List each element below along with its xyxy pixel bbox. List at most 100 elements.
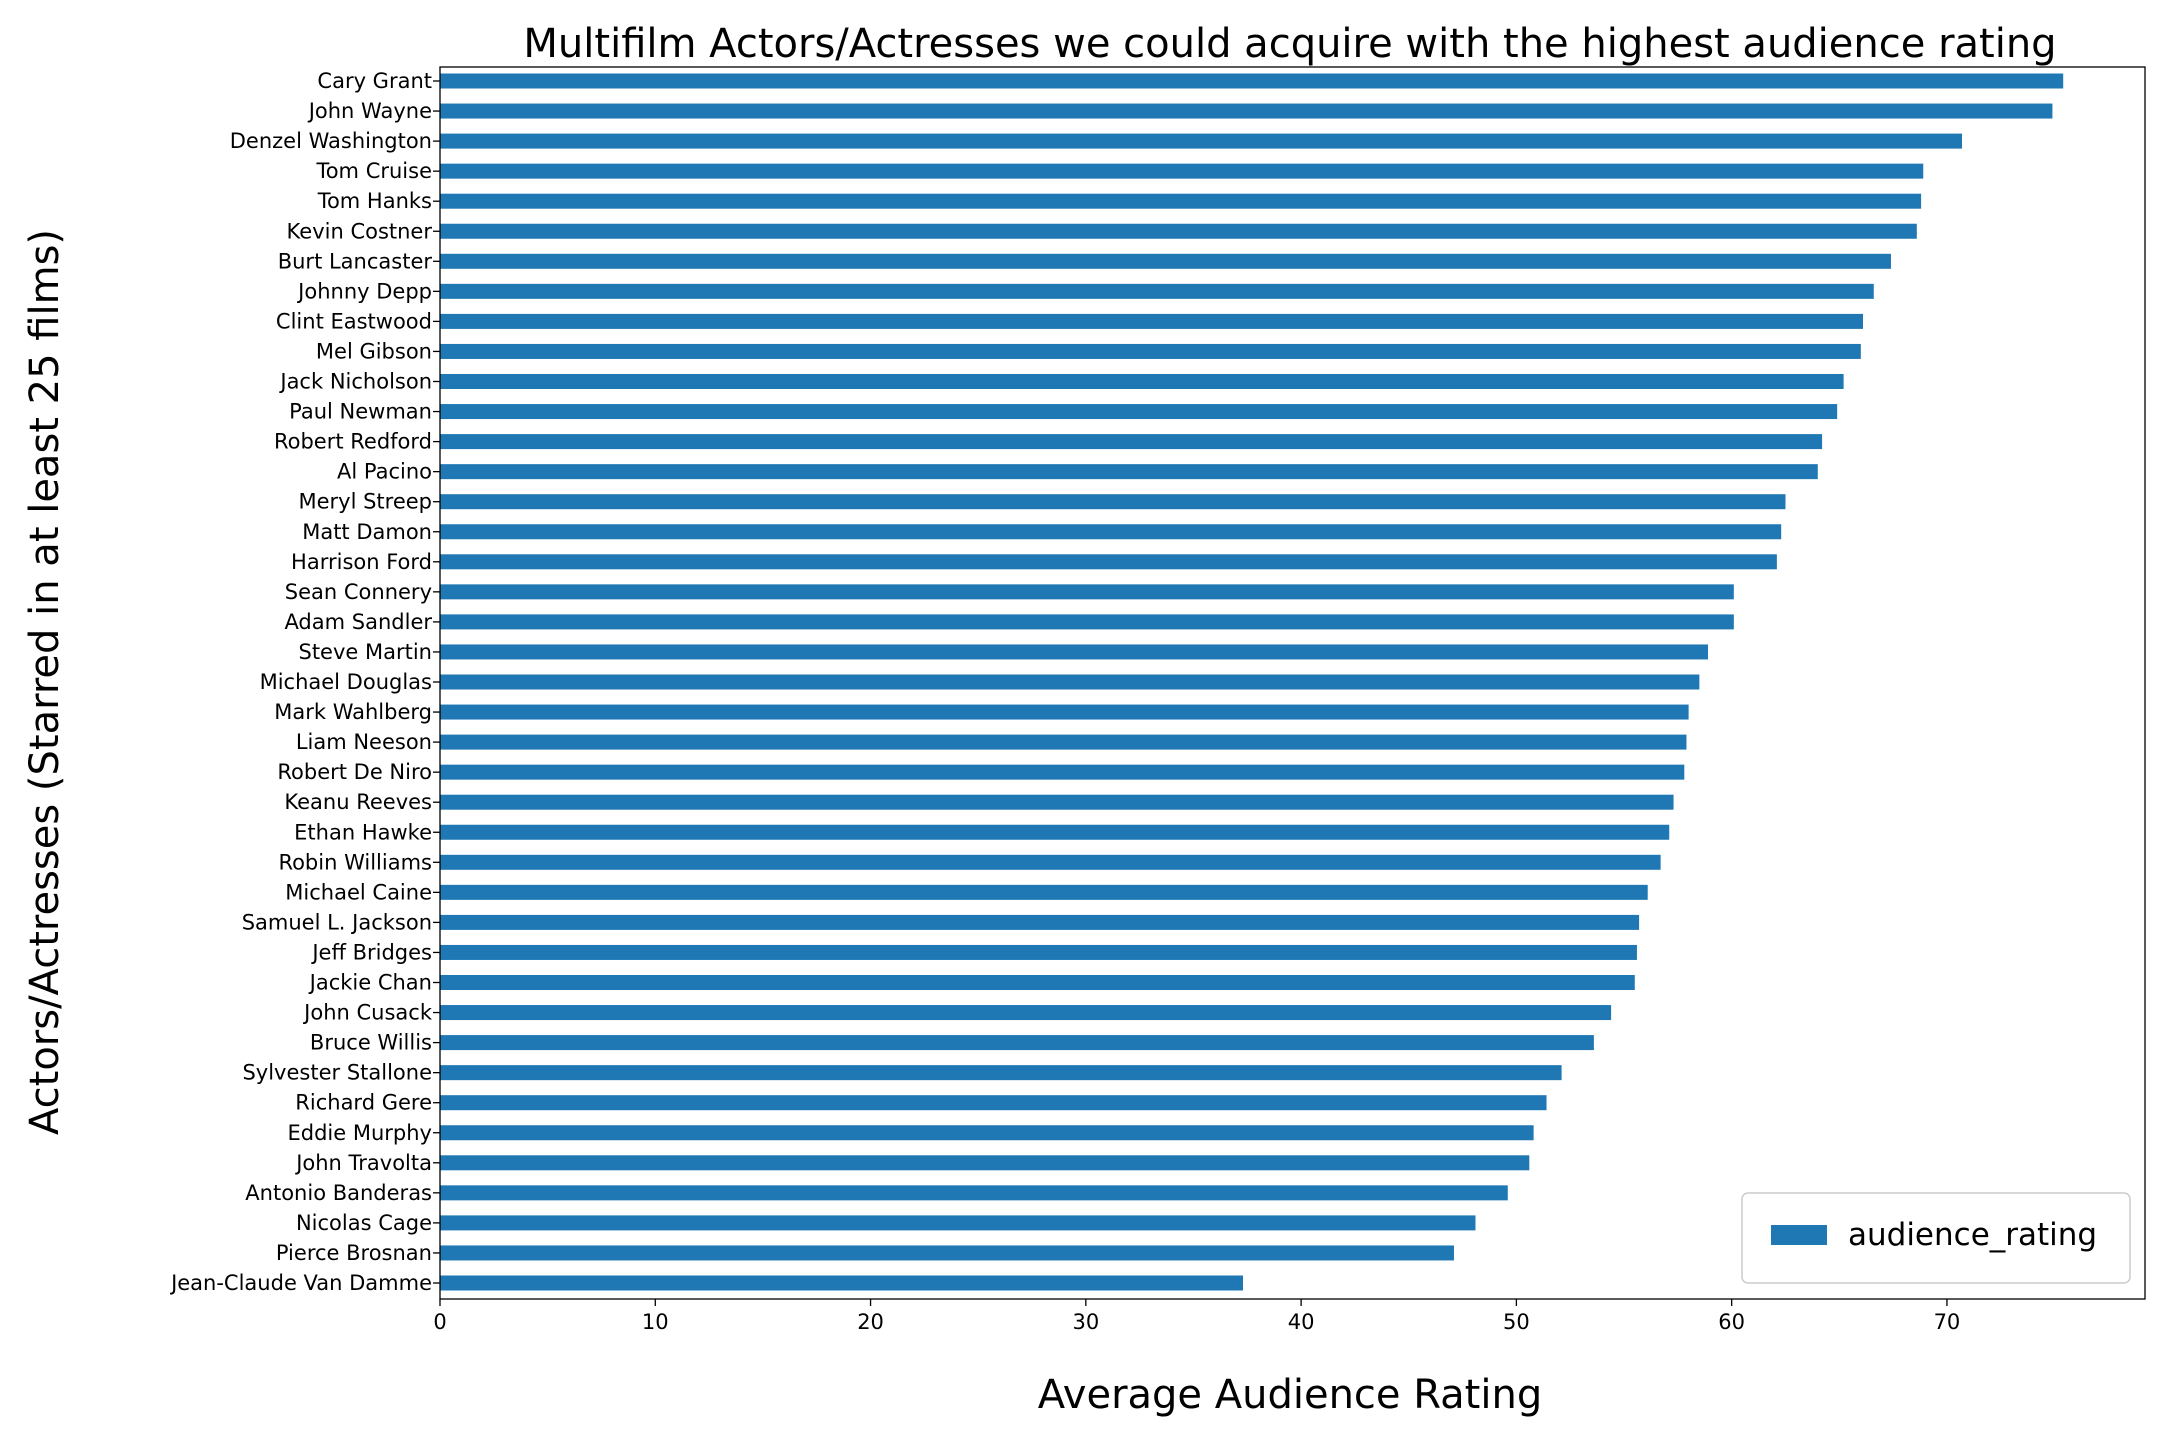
x-tick-label: 70 bbox=[1934, 1310, 1961, 1334]
y-tick-label: Antonio Banderas bbox=[245, 1181, 432, 1205]
y-tick-label: Jean-Claude Van Damme bbox=[169, 1271, 432, 1295]
bar bbox=[440, 704, 1689, 720]
y-tick-label: Jackie Chan bbox=[308, 971, 432, 995]
bar bbox=[440, 1245, 1454, 1261]
bar bbox=[440, 794, 1674, 810]
bar bbox=[440, 343, 1861, 359]
bar bbox=[440, 1005, 1612, 1021]
y-tick-label: Michael Douglas bbox=[260, 670, 432, 694]
bar bbox=[440, 1095, 1547, 1111]
y-tick-label: Johnny Depp bbox=[296, 279, 432, 303]
bar bbox=[440, 554, 1777, 570]
bar bbox=[440, 944, 1637, 960]
chart-title: Multifilm Actors/Actresses we could acqu… bbox=[523, 21, 2056, 67]
y-tick-label: Al Pacino bbox=[337, 460, 432, 484]
y-tick-label: John Cusack bbox=[302, 1001, 433, 1025]
plot-area-frame bbox=[439, 66, 2146, 1300]
bar bbox=[440, 253, 1891, 269]
y-tick-label: Adam Sandler bbox=[284, 610, 432, 634]
y-tick-label: Robert De Niro bbox=[277, 760, 432, 784]
y-tick-label: Steve Martin bbox=[298, 640, 432, 664]
bar bbox=[440, 644, 1708, 660]
bar bbox=[440, 824, 1670, 840]
bar bbox=[440, 674, 1700, 690]
bar bbox=[440, 1065, 1562, 1081]
bar bbox=[440, 854, 1661, 870]
y-tick-label: Denzel Washington bbox=[230, 129, 432, 153]
bar bbox=[440, 584, 1734, 600]
bar bbox=[440, 1155, 1530, 1171]
bar bbox=[440, 73, 2064, 89]
x-tick-label: 20 bbox=[857, 1310, 884, 1334]
y-tick-label: Bruce Willis bbox=[310, 1031, 432, 1055]
y-tick-label: Harrison Ford bbox=[291, 550, 432, 574]
bar bbox=[440, 404, 1838, 420]
y-tick-label: Mark Wahlberg bbox=[274, 700, 432, 724]
x-tick-label: 60 bbox=[1718, 1310, 1745, 1334]
y-tick-label: Keanu Reeves bbox=[284, 790, 432, 814]
y-tick-label: Sean Connery bbox=[285, 580, 432, 604]
bar bbox=[440, 103, 2053, 119]
y-tick-label: Mel Gibson bbox=[316, 339, 432, 363]
x-axis-label: Average Audience Rating bbox=[1038, 1372, 1542, 1418]
x-tick-label: 50 bbox=[1503, 1310, 1530, 1334]
y-tick-label: Pierce Brosnan bbox=[276, 1241, 432, 1265]
bar bbox=[440, 1215, 1476, 1231]
y-tick-label: Liam Neeson bbox=[296, 730, 432, 754]
y-tick-label: Paul Newman bbox=[289, 400, 432, 424]
bar bbox=[440, 223, 1917, 239]
x-tick-label: 0 bbox=[433, 1310, 446, 1334]
y-tick-label: Michael Caine bbox=[285, 880, 432, 904]
bar bbox=[440, 283, 1874, 299]
x-ticks: 0 10 20 30 40 50 60 70 bbox=[433, 1299, 1960, 1334]
y-tick-label: John Travolta bbox=[294, 1151, 432, 1175]
bar bbox=[440, 494, 1786, 510]
bar bbox=[440, 734, 1687, 750]
bar bbox=[440, 914, 1640, 930]
bar bbox=[440, 313, 1863, 329]
y-tick-label: Burt Lancaster bbox=[278, 249, 433, 273]
y-tick-label: Tom Cruise bbox=[315, 159, 432, 183]
y-tick-label: Jeff Bridges bbox=[310, 940, 432, 964]
bar bbox=[440, 1185, 1508, 1201]
bar bbox=[440, 1125, 1534, 1141]
bar bbox=[440, 1275, 1243, 1291]
bar bbox=[440, 524, 1782, 540]
bar bbox=[440, 133, 1963, 149]
bar bbox=[440, 975, 1635, 990]
y-tick-label: Eddie Murphy bbox=[288, 1121, 433, 1145]
y-tick-label: Cary Grant bbox=[317, 69, 432, 93]
bar bbox=[440, 1035, 1594, 1051]
y-tick-label: Robin Williams bbox=[278, 850, 432, 874]
y-tick-label: Matt Damon bbox=[302, 520, 432, 544]
y-tick-label: Kevin Costner bbox=[287, 219, 433, 243]
legend-box bbox=[1741, 1192, 2131, 1284]
y-tick-label: Richard Gere bbox=[295, 1091, 432, 1115]
y-tick-label: Sylvester Stallone bbox=[242, 1061, 432, 1085]
bars-layer bbox=[440, 73, 2064, 1291]
bar bbox=[440, 193, 1922, 209]
y-tick-labels: Cary Grant John Wayne Denzel Washington Tom… bbox=[169, 69, 440, 1295]
y-tick-label: Ethan Hawke bbox=[294, 820, 432, 844]
y-tick-label: Meryl Streep bbox=[298, 490, 432, 514]
legend-swatch bbox=[1771, 1225, 1827, 1245]
y-tick-label: Nicolas Cage bbox=[296, 1211, 432, 1235]
bar bbox=[440, 764, 1685, 780]
bar bbox=[440, 614, 1734, 630]
legend-label: audience_rating bbox=[1848, 1217, 2097, 1253]
y-tick-label: Robert Redford bbox=[274, 430, 432, 454]
bar bbox=[440, 884, 1648, 900]
y-tick-label: John Wayne bbox=[307, 99, 432, 123]
bar bbox=[440, 374, 1844, 389]
y-axis-label: Actors/Actresses (Starred in at least 25… bbox=[22, 229, 68, 1135]
x-tick-label: 30 bbox=[1072, 1310, 1099, 1334]
y-tick-label: Tom Hanks bbox=[317, 189, 432, 213]
y-tick-label: Jack Nicholson bbox=[278, 370, 432, 394]
y-tick-label: Clint Eastwood bbox=[276, 309, 432, 333]
bar bbox=[440, 464, 1818, 480]
x-tick-label: 40 bbox=[1288, 1310, 1315, 1334]
legend: audience_rating bbox=[1741, 1192, 2131, 1284]
bar bbox=[440, 434, 1823, 450]
y-tick-label: Samuel L. Jackson bbox=[242, 910, 432, 934]
